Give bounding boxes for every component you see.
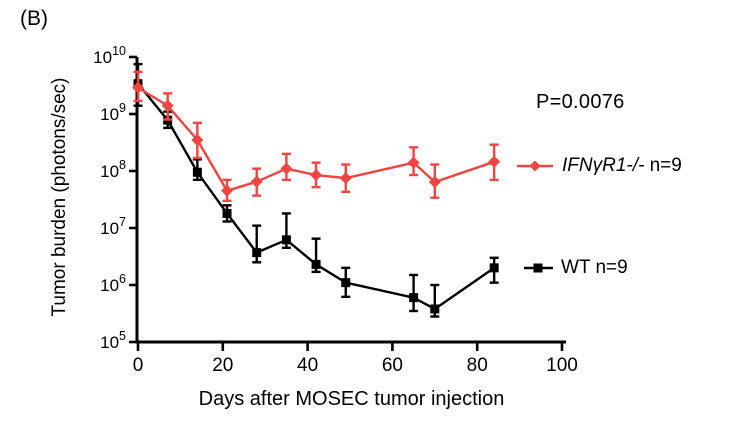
marker-square <box>430 304 440 314</box>
y-tick-label: 106 <box>100 272 126 295</box>
x-tick-label: 80 <box>467 355 488 376</box>
marker-square <box>281 235 291 245</box>
marker-diamond <box>191 133 204 146</box>
legend-markers <box>517 160 553 273</box>
marker-diamond <box>280 162 293 175</box>
x-tick-label: 20 <box>212 355 233 376</box>
marker-square <box>192 167 202 177</box>
marker-square <box>222 208 232 218</box>
legend-label-ifngr1-italic: IFNγR1-/- <box>562 155 645 176</box>
series-line <box>137 82 495 311</box>
marker-square <box>489 263 499 273</box>
marker-diamond <box>310 169 323 182</box>
x-tick-label: 40 <box>297 355 318 376</box>
y-tick-label: 107 <box>100 215 126 238</box>
marker-square <box>341 278 351 288</box>
y-axis-label: Tumor burden (photons/sec) <box>49 77 70 317</box>
marker-square <box>409 293 419 303</box>
x-tick-label: 60 <box>382 355 403 376</box>
p-value-annotation: P=0.0076 <box>536 91 625 113</box>
x-axis-label: Days after MOSEC tumor injection <box>198 388 505 410</box>
y-tick-label: 1010 <box>93 44 126 67</box>
legend-marker-diamond-icon <box>529 160 541 172</box>
axes <box>129 55 566 351</box>
series-ifngr1 <box>132 70 501 203</box>
legend-item-wt: WT n=9 <box>561 257 628 279</box>
y-tick-label: 105 <box>100 329 126 352</box>
legend-item-ifngr1: IFNγR1-/- n=9 <box>562 155 682 177</box>
marker-diamond <box>250 175 263 188</box>
x-tick-labels: 0 20 40 60 80 100 <box>133 355 578 376</box>
marker-diamond <box>428 176 441 189</box>
marker-square <box>311 259 321 269</box>
y-tick-label: 108 <box>100 158 126 181</box>
panel-label: (B) <box>20 7 48 30</box>
marker-diamond <box>407 156 420 169</box>
legend-label-ifngr1-rest: n=9 <box>644 155 682 176</box>
y-tick-labels: 105 106 107 108 109 1010 <box>93 44 126 352</box>
marker-diamond <box>221 184 234 197</box>
series-wt <box>133 62 499 318</box>
legend-label-wt: WT n=9 <box>561 257 628 278</box>
marker-square <box>252 248 262 258</box>
marker-diamond <box>161 99 174 112</box>
legend-marker-square-icon <box>533 263 543 273</box>
x-tick-label: 0 <box>133 355 144 376</box>
marker-diamond <box>132 81 144 94</box>
marker-diamond <box>339 172 352 185</box>
y-tick-label: 109 <box>100 101 126 124</box>
x-tick-label: 100 <box>546 355 578 376</box>
marker-diamond <box>488 155 501 168</box>
